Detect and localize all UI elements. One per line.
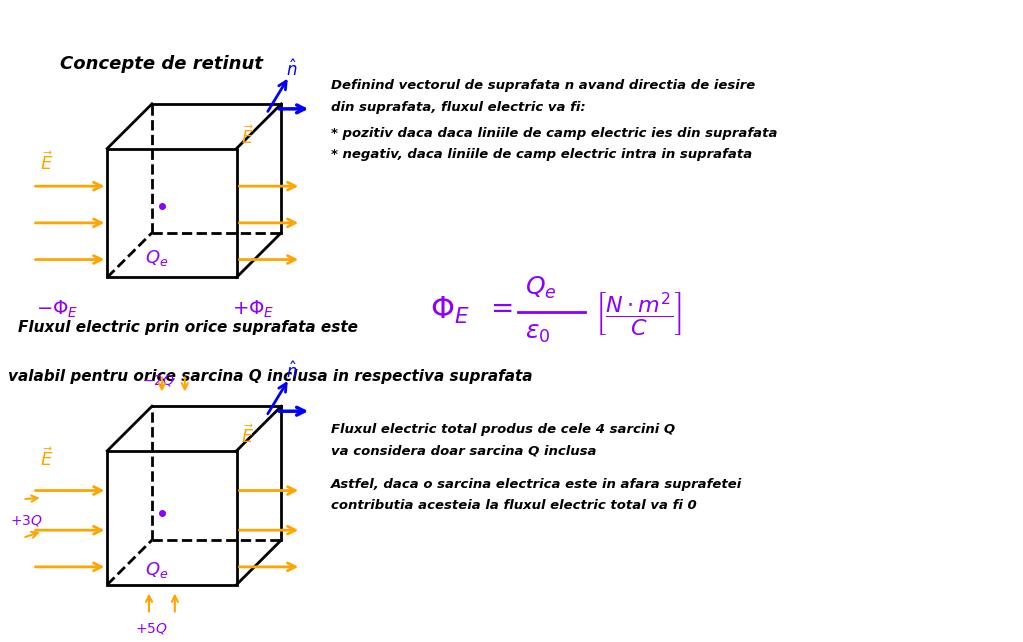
Text: $Q_e$: $Q_e$ bbox=[145, 248, 169, 268]
Text: $+5Q$: $+5Q$ bbox=[135, 621, 168, 636]
Text: $\vec{E}$: $\vec{E}$ bbox=[241, 424, 255, 447]
Text: $=$: $=$ bbox=[485, 293, 513, 321]
Text: Concepte de retinut: Concepte de retinut bbox=[60, 55, 263, 73]
Text: din suprafata, fluxul electric va fi:: din suprafata, fluxul electric va fi: bbox=[331, 101, 585, 114]
Text: Fluxul electric prin orice suprafata este: Fluxul electric prin orice suprafata est… bbox=[17, 320, 358, 335]
Text: valabil pentru orice sarcina Q inclusa in respectiva suprafata: valabil pentru orice sarcina Q inclusa i… bbox=[8, 370, 532, 385]
Text: va considera doar sarcina Q inclusa: va considera doar sarcina Q inclusa bbox=[331, 445, 596, 458]
Text: $\varepsilon_0$: $\varepsilon_0$ bbox=[525, 321, 550, 345]
Text: Definind vectorul de suprafata n avand directia de iesire: Definind vectorul de suprafata n avand d… bbox=[331, 79, 755, 92]
Text: Fluxul electric total produs de cele 4 sarcini Q: Fluxul electric total produs de cele 4 s… bbox=[331, 423, 675, 436]
Text: $-2Q$: $-2Q$ bbox=[142, 373, 175, 388]
Text: $-\Phi_E$: $-\Phi_E$ bbox=[36, 299, 78, 320]
Text: $\Phi_E$: $\Phi_E$ bbox=[431, 295, 471, 326]
Text: $\left[\dfrac{N \cdot m^2}{C}\right]$: $\left[\dfrac{N \cdot m^2}{C}\right]$ bbox=[594, 291, 681, 338]
Text: $\vec{E}$: $\vec{E}$ bbox=[40, 152, 53, 175]
Text: $Q_e$: $Q_e$ bbox=[525, 275, 557, 302]
Text: $+3Q$: $+3Q$ bbox=[10, 513, 42, 528]
Text: * negativ, daca liniile de camp electric intra in suprafata: * negativ, daca liniile de camp electric… bbox=[331, 148, 752, 161]
Text: $\vec{E}$: $\vec{E}$ bbox=[40, 447, 53, 470]
Text: $\hat{n}$: $\hat{n}$ bbox=[286, 362, 298, 383]
Text: $\hat{n}$: $\hat{n}$ bbox=[286, 60, 298, 80]
Text: Astfel, daca o sarcina electrica este in afara suprafetei: Astfel, daca o sarcina electrica este in… bbox=[331, 478, 743, 490]
Text: * pozitiv daca daca liniile de camp electric ies din suprafata: * pozitiv daca daca liniile de camp elec… bbox=[331, 126, 777, 139]
Text: $Q_e$: $Q_e$ bbox=[145, 560, 169, 580]
Text: contributia acesteia la fluxul electric total va fi 0: contributia acesteia la fluxul electric … bbox=[331, 499, 697, 512]
Text: $+\Phi_E$: $+\Phi_E$ bbox=[231, 299, 274, 320]
Text: $\vec{E}$: $\vec{E}$ bbox=[241, 125, 255, 148]
